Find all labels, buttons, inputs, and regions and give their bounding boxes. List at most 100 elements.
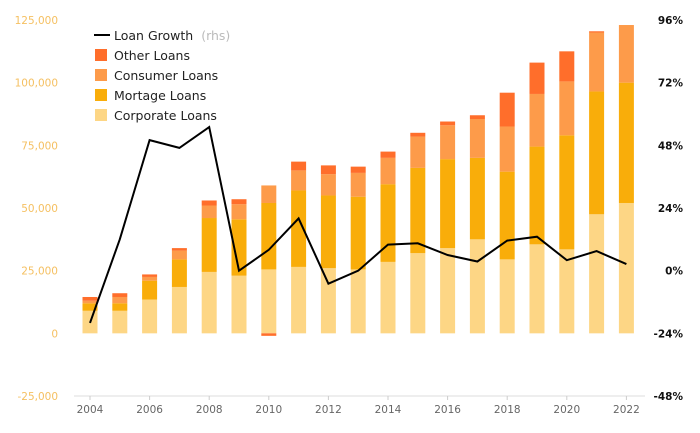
left-tick-label: 75,000 [21, 140, 58, 152]
bar-corporate-loans-2008 [201, 271, 217, 334]
legend-label-corporate-loans: Corporate Loans [114, 108, 217, 123]
bar-mortage-loans-2007 [171, 259, 187, 287]
bar-consumer-loans-2015 [410, 136, 426, 168]
bar-consumer-loans-2007 [171, 250, 187, 260]
legend-loan-growth-note: (rhs) [201, 28, 230, 43]
bar-corporate-loans-2011 [291, 266, 307, 334]
bar-mortage-loans-2014 [380, 184, 396, 262]
bar-other-loans-2018 [499, 92, 515, 127]
bar-consumer-loans-2009 [231, 204, 247, 220]
bar-corporate-loans-2007 [171, 286, 187, 334]
bar-mortage-loans-2011 [291, 190, 307, 267]
x-tick-label: 2014 [375, 404, 402, 416]
bar-other-loans-2006 [142, 274, 158, 277]
bar-mortage-loans-2019 [529, 146, 545, 245]
bar-consumer-loans-2020 [559, 81, 575, 136]
bar-mortage-loans-2017 [469, 157, 485, 240]
bar-other-loans-2005 [112, 293, 128, 297]
bars [82, 25, 634, 336]
bar-other-loans-2007 [171, 248, 187, 251]
bar-mortage-loans-2021 [589, 91, 605, 215]
bar-other-loans-2013 [350, 166, 366, 173]
bar-corporate-loans-2015 [410, 253, 426, 334]
legend-label-consumer-loans: Consumer Loans [114, 68, 218, 83]
bar-other-loans-2019 [529, 62, 545, 94]
bar-mortage-loans-2020 [559, 135, 575, 250]
bar-consumer-loans-2019 [529, 93, 545, 147]
bar-other-loans-2020 [559, 51, 575, 82]
loan-growth-line [89, 125, 627, 324]
bar-mortage-loans-2015 [410, 167, 426, 254]
right-tick-label: 0% [665, 266, 683, 278]
bar-other-loans-2009 [231, 199, 247, 205]
bar-consumer-loans-2008 [201, 205, 217, 219]
left-tick-label: -25,000 [17, 391, 58, 403]
left-tick-label: 125,000 [15, 15, 58, 27]
bar-corporate-loans-2014 [380, 261, 396, 334]
x-tick-label: 2006 [136, 404, 163, 416]
bar-corporate-loans-2020 [559, 249, 575, 334]
right-tick-label: -24% [654, 328, 684, 340]
x-tick-label: 2016 [434, 404, 461, 416]
x-tick-label: 2020 [553, 404, 580, 416]
bar-consumer-loans-2005 [112, 296, 128, 304]
legend-swatch-other-loans [95, 49, 107, 61]
right-tick-label: 24% [658, 203, 684, 215]
right-tick-label: 72% [658, 78, 684, 90]
bar-corporate-loans-2010 [261, 269, 277, 334]
x-axis: 2004 2006 2008 2010 2012 2014 2016 2018 2020 2022 [77, 396, 640, 416]
x-tick-label: 2012 [315, 404, 342, 416]
bar-consumer-loans-2016 [440, 125, 456, 160]
bar-other-loans-2021 [589, 31, 605, 33]
bar-consumer-loans-2006 [142, 276, 158, 281]
bar-mortage-loans-2022 [618, 82, 634, 203]
bar-other-loans-2012 [320, 165, 336, 175]
right-tick-label: 48% [658, 140, 684, 152]
bar-other-loans-2004 [82, 296, 98, 301]
left-tick-label: 50,000 [21, 203, 58, 215]
bar-mortage-loans-2004 [82, 303, 98, 311]
bar-mortage-loans-2016 [440, 159, 456, 249]
bar-mortage-loans-2006 [142, 280, 158, 300]
bar-consumer-loans-2014 [380, 157, 396, 185]
bar-corporate-loans-2022 [618, 202, 634, 334]
bar-corporate-loans-2016 [440, 248, 456, 334]
bar-corporate-loans-2019 [529, 244, 545, 334]
bar-other-loans-2017 [469, 115, 485, 120]
bar-mortage-loans-2012 [320, 195, 336, 269]
legend-swatch-corporate-loans [95, 109, 107, 121]
bar-consumer-loans-2010 [261, 185, 277, 203]
bar-corporate-loans-2009 [231, 275, 247, 334]
bar-mortage-loans-2010 [261, 202, 277, 270]
left-tick-label: 100,000 [15, 78, 58, 90]
bar-other-loans-2015 [410, 132, 426, 137]
bar-mortage-loans-2008 [201, 218, 217, 272]
x-tick-label: 2010 [255, 404, 282, 416]
bar-other-loans-2010 [261, 333, 277, 336]
bar-other-loans-2008 [201, 200, 217, 206]
bar-mortage-loans-2013 [350, 196, 366, 270]
right-tick-label: -48% [654, 391, 684, 403]
bar-mortage-loans-2009 [231, 219, 247, 276]
bar-corporate-loans-2005 [112, 310, 128, 334]
bar-consumer-loans-2018 [499, 126, 515, 172]
bar-corporate-loans-2006 [142, 299, 158, 334]
legend-label-mortage-loans: Mortage Loans [114, 88, 206, 103]
legend: Loan Growth (rhs) Other Loans Consumer L… [94, 28, 230, 123]
bar-consumer-loans-2017 [469, 119, 485, 158]
bar-consumer-loans-2011 [291, 170, 307, 191]
left-tick-label: 25,000 [21, 266, 58, 278]
bar-corporate-loans-2017 [469, 239, 485, 334]
x-tick-label: 2022 [613, 404, 640, 416]
bar-consumer-loans-2021 [589, 32, 605, 92]
x-tick-label: 2004 [77, 404, 104, 416]
bar-corporate-loans-2012 [320, 268, 336, 334]
left-axis: -25,000 0 25,000 50,000 75,000 100,000 125,000 [15, 15, 58, 403]
bar-other-loans-2014 [380, 151, 396, 158]
legend-label-other-loans: Other Loans [114, 48, 190, 63]
bar-corporate-loans-2013 [350, 269, 366, 334]
bar-mortage-loans-2018 [499, 171, 515, 260]
legend-swatch-consumer-loans [95, 69, 107, 81]
right-axis: -48% -24% 0% 24% 48% 72% 96% [654, 15, 684, 403]
